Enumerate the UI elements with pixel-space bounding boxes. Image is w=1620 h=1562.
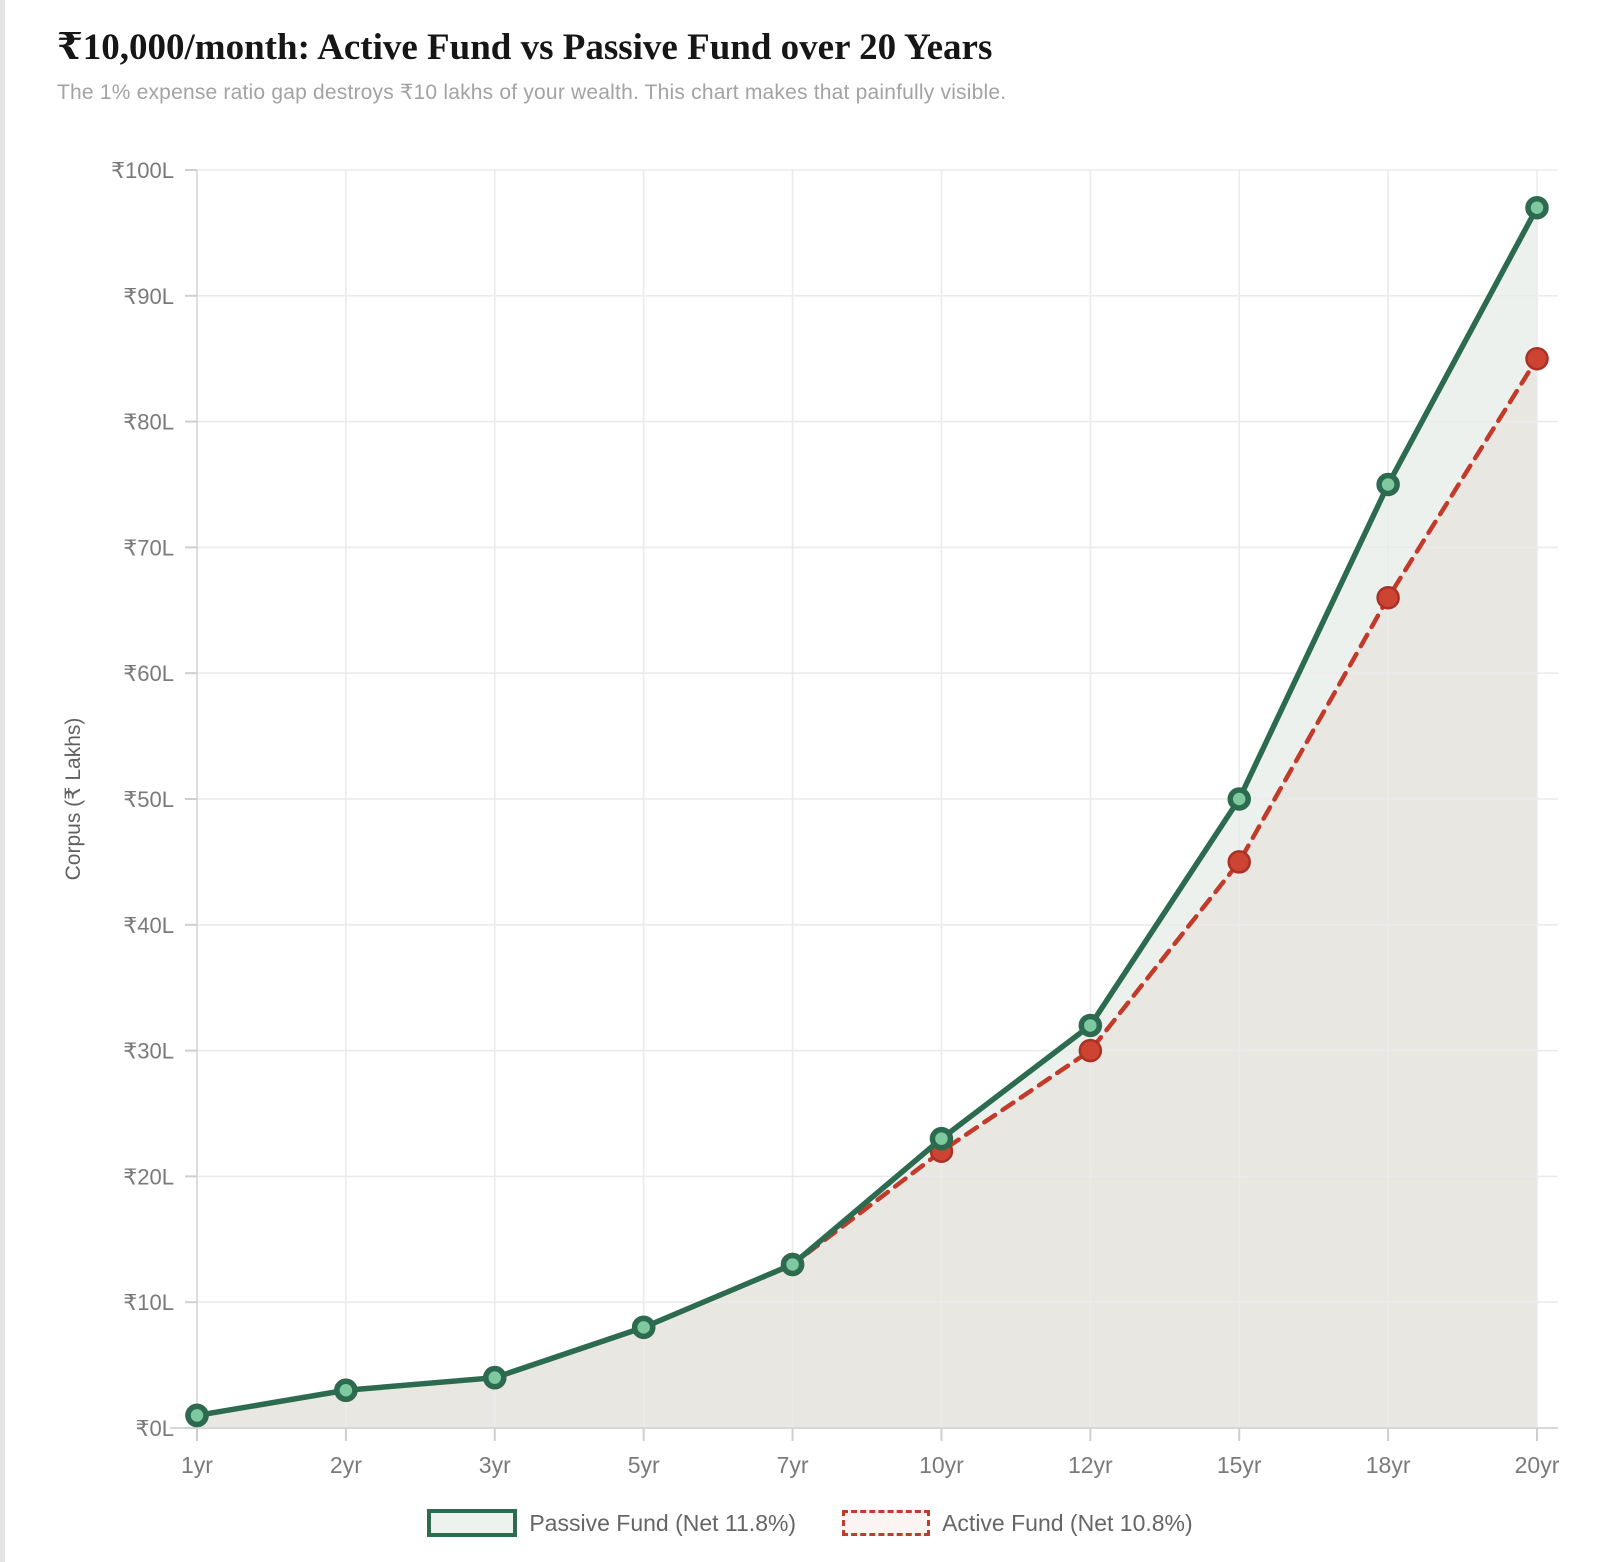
y-tick-label: ₹80L — [123, 410, 174, 435]
passive-fund-point[interactable] — [1525, 195, 1549, 220]
active-fund-swatch — [842, 1510, 931, 1536]
passive-fund-point[interactable] — [483, 1365, 507, 1390]
page-title: ₹10,000/month: Active Fund vs Passive Fu… — [57, 27, 993, 68]
legend-item-active[interactable]: Active Fund (Net 10.8%) — [842, 1510, 1193, 1537]
x-tick-label: 10yr — [919, 1452, 964, 1478]
passive-fund-point[interactable] — [334, 1378, 358, 1403]
chart-svg: ₹0L ₹10L ₹20L ₹30L ₹40L ₹50L ₹60L ₹70L ₹80L ₹90L ₹… — [62, 158, 1560, 1478]
y-axis-title: Corpus (₹ Lakhs) — [62, 718, 85, 881]
passive-fund-point[interactable] — [185, 1403, 209, 1428]
passive-fund-point[interactable] — [929, 1126, 954, 1151]
x-tick-label: 2yr — [330, 1452, 362, 1478]
active-fund-point[interactable] — [1376, 585, 1400, 610]
y-tick-label: ₹60L — [123, 661, 174, 686]
y-tick-label: ₹70L — [123, 535, 174, 560]
x-tick-label: 1yr — [181, 1452, 213, 1478]
active-fund-point[interactable] — [1078, 1038, 1103, 1063]
y-tick-label: ₹30L — [123, 1039, 174, 1064]
x-tick-label: 12yr — [1068, 1452, 1113, 1478]
y-tick-label: ₹20L — [123, 1164, 174, 1189]
passive-fund-line — [194, 204, 1540, 1419]
page-left-edge — [0, 0, 5, 1562]
x-tick-label: 20yr — [1515, 1452, 1560, 1478]
y-tick-label: ₹0L — [136, 1416, 174, 1441]
y-tick-label: ₹10L — [123, 1290, 174, 1315]
y-tick-label: ₹100L — [111, 158, 174, 183]
passive-fund-swatch — [427, 1509, 518, 1537]
passive-fund-point[interactable] — [1227, 787, 1251, 811]
active-area — [197, 358, 1537, 1429]
passive-fund-point[interactable] — [631, 1315, 656, 1340]
legend-item-passive[interactable]: Passive Fund (Net 11.8%) — [427, 1509, 796, 1537]
x-tick-label: 3yr — [479, 1452, 511, 1478]
x-tick-label: 5yr — [628, 1452, 660, 1478]
x-tick-label: 15yr — [1217, 1452, 1262, 1478]
y-tick-label: ₹50L — [123, 787, 174, 812]
x-tick-label: 18yr — [1366, 1452, 1411, 1478]
passive-fund-point[interactable] — [780, 1252, 805, 1277]
y-tick-label: ₹90L — [123, 284, 174, 309]
chart-legend: Passive Fund (Net 11.8%) Active Fund (Ne… — [0, 1500, 1620, 1546]
passive-fund-point[interactable] — [1376, 472, 1400, 497]
page-subtitle: The 1% expense ratio gap destroys ₹10 la… — [57, 81, 1007, 105]
active-fund-legend-label: Active Fund (Net 10.8%) — [942, 1509, 1193, 1536]
active-fund-point[interactable] — [1227, 850, 1251, 874]
passive-fund-legend-label: Passive Fund (Net 11.8%) — [529, 1509, 797, 1536]
chart-header: ₹10,000/month: Active Fund vs Passive Fu… — [0, 0, 1620, 140]
passive-fund-point[interactable] — [1078, 1013, 1103, 1038]
y-tick-label: ₹40L — [123, 913, 174, 938]
active-fund-point[interactable] — [1525, 346, 1549, 371]
x-tick-label: 7yr — [777, 1452, 809, 1478]
